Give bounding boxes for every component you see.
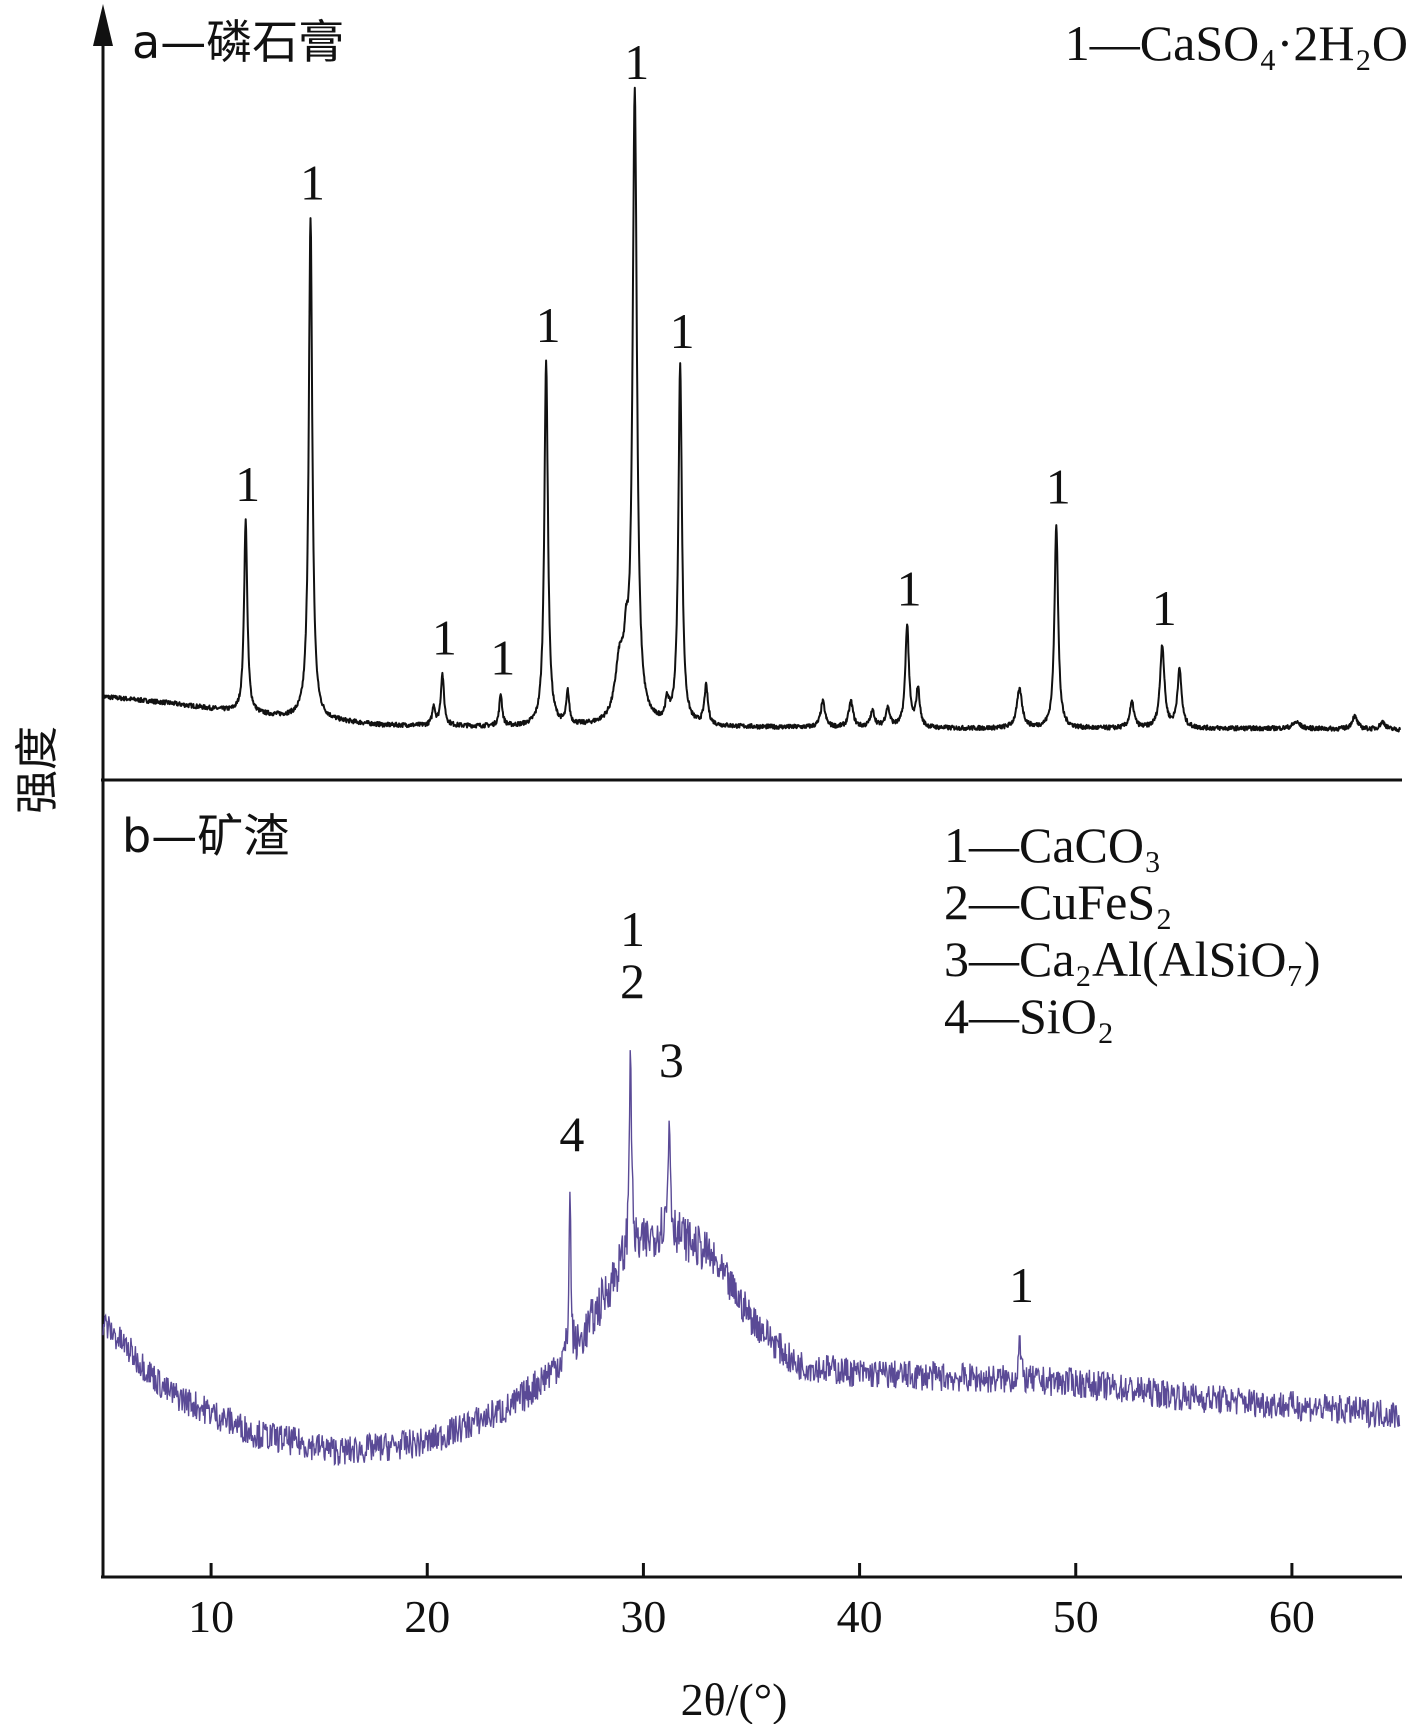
x-tick-label: 30 <box>620 1591 666 1642</box>
panel-a-label: a—磷石膏 <box>132 15 344 69</box>
legend-entry: 1—CaCO₃ <box>944 817 1161 873</box>
peak-label: 1 <box>1152 580 1177 636</box>
peak-label: 3 <box>659 1032 684 1088</box>
panel-b-trace <box>102 1050 1401 1466</box>
legend-entry: 1—CaSO₄·2H₂O <box>1065 15 1408 71</box>
x-tick-label: 20 <box>404 1591 450 1642</box>
peak-label: 1 <box>1009 1257 1034 1313</box>
peak-label: 1 <box>897 560 922 616</box>
peak-label: 1 <box>300 155 325 211</box>
x-axis-label: 2θ/(°) <box>681 1674 788 1724</box>
peak-label: 1 <box>1046 458 1071 514</box>
x-tick-label: 60 <box>1269 1591 1315 1642</box>
peak-label: 1 <box>536 297 561 353</box>
peak-label: 4 <box>559 1106 584 1162</box>
panel-a-legend: 1—CaSO₄·2H₂O <box>1065 15 1408 71</box>
peak-label: 1 <box>670 303 695 359</box>
legend-entry: 3—Ca₂Al(AlSiO₇) <box>944 931 1321 987</box>
legend-entry: 2—CuFeS₂ <box>944 874 1173 930</box>
x-tick-label: 10 <box>188 1591 234 1642</box>
x-tick-label: 50 <box>1053 1591 1099 1642</box>
legend-entry: 4—SiO₂ <box>944 988 1114 1044</box>
peak-label: 2 <box>620 953 645 1009</box>
peak-label: 1 <box>490 629 515 685</box>
y-axis-arrow <box>93 4 113 46</box>
peak-label: 1 <box>624 34 649 90</box>
y-axis-label: 强度 <box>12 726 63 814</box>
panel-a-trace <box>102 86 1401 733</box>
peak-label: 1 <box>432 610 457 666</box>
peak-label: 1 <box>235 456 260 512</box>
panel-b-label: b—矿渣 <box>122 809 289 863</box>
x-tick-label: 40 <box>837 1591 883 1642</box>
peak-label: 1 <box>620 901 645 957</box>
x-axis-ticks: 10 20 30 40 50 60 <box>188 1563 1315 1642</box>
